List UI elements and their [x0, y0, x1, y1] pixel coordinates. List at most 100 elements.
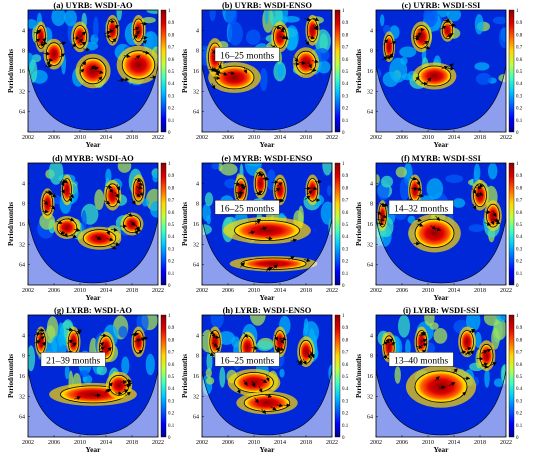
- colorbar: [160, 314, 167, 438]
- texture-blob: [96, 364, 108, 376]
- texture-blob: [211, 163, 220, 170]
- y-tick-label: 8: [370, 49, 373, 55]
- x-tick-label: 2002: [370, 440, 382, 446]
- colorbar-tick-label: 0.8: [168, 186, 175, 191]
- phase-arrow: [379, 202, 386, 208]
- phase-arrow: [89, 65, 96, 71]
- phase-arrow: [34, 38, 41, 43]
- phase-arrow: [309, 68, 317, 73]
- x-tick-label: 2010: [422, 135, 434, 141]
- significant-coherence-region: [234, 220, 300, 241]
- significant-coherence-region: [234, 372, 274, 393]
- panel-a: (a) UYRB: WSDI-AO 2002 2006 2010 2014 2018 202…: [7, 0, 175, 149]
- phase-arrow: [95, 235, 102, 240]
- phase-arrow: [70, 234, 77, 239]
- phase-arrow: [265, 236, 273, 241]
- x-tick-label: 2010: [248, 440, 260, 446]
- panel-title: (i) LYRB: WSDI-SSI: [403, 305, 480, 315]
- phase-arrow: [277, 198, 285, 203]
- y-tick-label: 4: [196, 28, 199, 34]
- colorbar-tick-label: 0.2: [516, 412, 523, 417]
- texture-blob: [94, 189, 105, 211]
- colorbar: [508, 9, 515, 133]
- texture-blob: [468, 224, 485, 233]
- texture-blob: [51, 334, 68, 357]
- texture-blob: [492, 16, 506, 25]
- texture-blob: [285, 25, 299, 51]
- colorbar-tick-label: 0.7: [168, 46, 175, 51]
- colorbar: [508, 162, 515, 286]
- phase-arrow: [207, 352, 215, 356]
- colorbar-tick-label: 0.8: [516, 186, 523, 191]
- colorbar-tick-label: 0.5: [516, 223, 523, 228]
- x-tick-label: 2018: [474, 440, 486, 446]
- texture-blob: [227, 21, 243, 46]
- significant-coherence-region: [306, 178, 319, 202]
- colorbar-tick-label: 0: [342, 131, 345, 136]
- x-tick-label: 2018: [300, 288, 312, 294]
- cone-of-influence-line: [376, 64, 506, 131]
- phase-arrow: [306, 190, 313, 195]
- colorbar-tick-label: 0.6: [342, 211, 349, 216]
- phase-arrow: [92, 66, 99, 71]
- colorbar: [160, 162, 167, 286]
- x-tick-label: 2022: [152, 440, 164, 446]
- phase-arrow: [481, 364, 489, 369]
- phase-arrow: [41, 341, 46, 348]
- texture-blob: [116, 10, 122, 21]
- plot-area: [202, 315, 332, 437]
- colorbar-tick-label: 0.1: [342, 119, 349, 124]
- colorbar-tick-label: 0.3: [516, 399, 523, 404]
- panel-f: (f) MYRB: WSDI-SSI 14–32 months 2002 2006 20…: [355, 153, 523, 302]
- colorbar-tick-label: 1: [342, 314, 345, 319]
- panel-d: (d) MYRB: WSDI-AO 2002 2006 2010 2014 2018 202…: [7, 153, 175, 302]
- phase-arrow: [266, 266, 274, 271]
- phase-arrow: [136, 349, 143, 354]
- phase-arrow: [307, 352, 311, 359]
- significant-coherence-region: [414, 218, 455, 248]
- panel-title: (b) UYRB: WSDI-ENSO: [222, 0, 312, 10]
- phase-arrow: [380, 214, 388, 219]
- period-callout-box: [214, 47, 280, 62]
- x-tick-label: 2014: [100, 440, 112, 446]
- x-tick-label: 2010: [74, 135, 86, 141]
- texture-blob: [399, 177, 410, 202]
- phase-arrow: [79, 68, 85, 74]
- y-tick-label: 64: [367, 110, 373, 116]
- x-tick-label: 2014: [448, 135, 460, 141]
- texture-blob: [405, 339, 411, 356]
- phase-arrow: [440, 25, 447, 30]
- phase-arrow: [274, 334, 279, 341]
- phase-arrow: [471, 188, 477, 194]
- x-tick-label: 2010: [422, 288, 434, 294]
- phase-arrow: [383, 39, 389, 45]
- phase-arrow: [444, 18, 450, 24]
- cone-of-influence-line: [202, 369, 332, 436]
- colorbar-tick-label: 1: [342, 162, 345, 167]
- panel-i: (i) LYRB: WSDI-SSI 13–40 months 2002 2006 20…: [355, 305, 523, 454]
- texture-blob: [82, 374, 93, 384]
- colorbar-tick-label: 0.1: [516, 424, 523, 429]
- colorbar: [334, 9, 341, 133]
- phase-arrow: [233, 182, 241, 186]
- x-tick-label: 2022: [326, 440, 338, 446]
- phase-arrow: [434, 376, 440, 382]
- x-tick-label: 2002: [22, 135, 34, 141]
- phase-arrow: [209, 329, 215, 335]
- colorbar-tick-label: 0.6: [168, 211, 175, 216]
- phase-arrow: [311, 59, 319, 64]
- phase-arrow: [260, 226, 268, 231]
- phase-arrow: [279, 338, 285, 344]
- y-tick-label: 4: [370, 333, 373, 339]
- x-tick-label: 2002: [22, 288, 34, 294]
- texture-blob: [398, 315, 410, 338]
- significant-coherence-region: [414, 370, 468, 403]
- cone-of-influence-shade: [202, 369, 332, 437]
- y-tick-label: 8: [370, 354, 373, 360]
- texture-blob: [220, 163, 238, 176]
- phase-arrow: [75, 331, 82, 335]
- phase-arrow: [73, 227, 81, 232]
- texture-blob: [322, 163, 332, 176]
- phase-arrow: [131, 198, 136, 205]
- significant-coherence-region: [243, 393, 291, 412]
